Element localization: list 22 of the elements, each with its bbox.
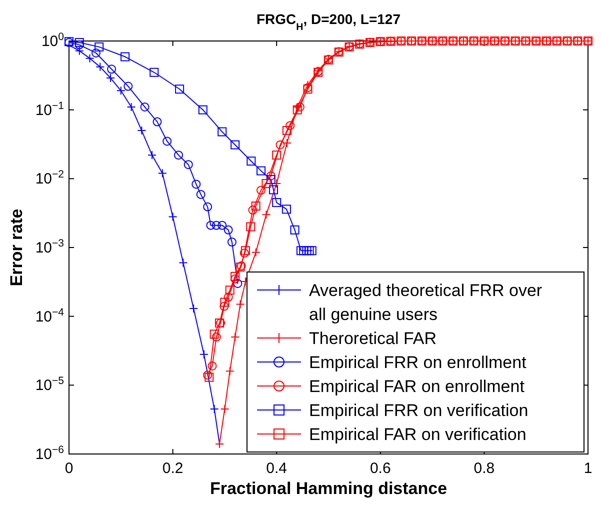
chart-title: FRGC$_{H}$, D=200, L=127 — [256, 11, 401, 32]
y-tick-label: 10$^{−4}$ — [35, 306, 64, 326]
y-tick-label: 10$^{−5}$ — [35, 375, 64, 394]
legend-label: Empirical FAR on enrollment — [309, 377, 525, 396]
legend-label: Empirical FRR on verification — [309, 401, 528, 420]
y-tick-label: 10$^{−6}$ — [35, 444, 64, 463]
y-tick-label: 10$^{−2}$ — [35, 168, 64, 188]
x-tick-label: 0 — [64, 460, 74, 477]
legend-label: Averaged theoretical FRR over all genuine users — [309, 281, 542, 324]
y-tick-label: 10$^{−1}$ — [35, 100, 64, 119]
x-axis-title: Fractional Hamming distance — [210, 479, 448, 498]
legend-label: Empirical FAR on verification — [309, 425, 526, 444]
x-tick-label: 1 — [584, 460, 592, 477]
y-tick-label: 10$^{−3}$ — [35, 238, 64, 256]
y-tick-label: 10$^{0}$ — [41, 31, 64, 50]
x-tick-label: 0.8 — [474, 460, 495, 477]
x-tick-label: 0.2 — [162, 460, 184, 477]
legend-label: Empirical FRR on enrollment — [309, 353, 527, 372]
x-tick-label: 0.6 — [370, 460, 391, 477]
legend-label: Theroretical FAR — [309, 329, 437, 348]
y-axis-title: Error rate — [7, 208, 26, 286]
x-tick-label: 0.4 — [266, 460, 288, 477]
